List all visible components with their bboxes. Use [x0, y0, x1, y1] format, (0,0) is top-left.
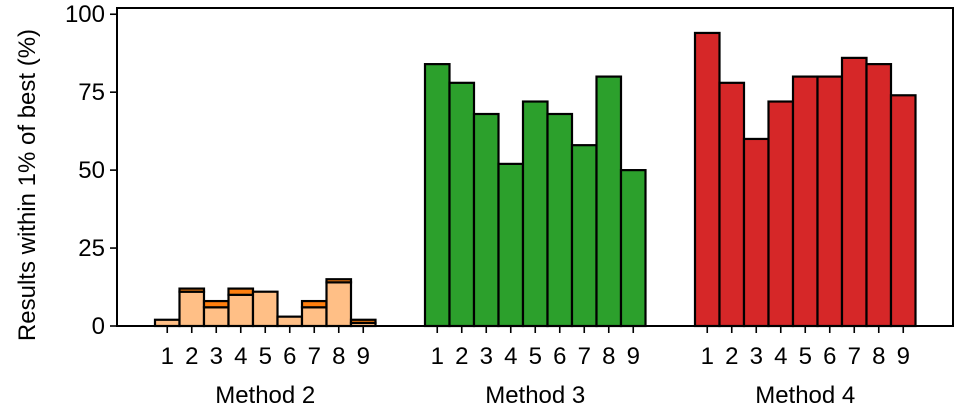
method-4-bar-6 — [816, 75, 844, 328]
method-4-tick-label-9: 9 — [897, 343, 910, 370]
method-4-tick-label-5: 5 — [799, 343, 812, 370]
method-2-tick-label-7: 7 — [308, 343, 321, 370]
method-2-group-label: Method 2 — [215, 382, 315, 409]
method-3-bar-5 — [521, 100, 549, 328]
method-2-tick-label-4: 4 — [234, 343, 247, 370]
y-axis-label: Results within 1% of best (%) — [14, 29, 41, 341]
method-4-bar-1 — [693, 31, 721, 328]
y-axis-ticks: 0 25 50 75 100 — [65, 1, 117, 340]
method-4-tick-label-6: 6 — [823, 343, 836, 370]
y-tick-label-25: 25 — [78, 235, 105, 262]
method-3-bar-9 — [619, 169, 647, 328]
method-4-tick-label-1: 1 — [701, 343, 714, 370]
method-2-bar-3-top — [202, 299, 230, 309]
method-4-group-label: Method 4 — [755, 382, 855, 409]
y-tick-label-0: 0 — [92, 313, 105, 340]
method-4-bar-7 — [840, 56, 868, 328]
method-3-tick-label-4: 4 — [504, 343, 517, 370]
method-2-bar-8 — [325, 281, 353, 328]
method-2-bar-6 — [276, 315, 304, 328]
method-3-tick-label-1: 1 — [431, 343, 444, 370]
method-3-tick-label-8: 8 — [602, 343, 615, 370]
method-4-tick-label-3: 3 — [750, 343, 763, 370]
method-4-bar-3 — [742, 137, 770, 328]
method-2-bar-9-top — [349, 318, 377, 324]
method-2-bar-3 — [202, 306, 230, 328]
method-2-tick-label-9: 9 — [357, 343, 370, 370]
y-tick-label-75: 75 — [78, 79, 105, 106]
method-2-bar-7 — [300, 306, 328, 328]
method-2-bar-7-top — [300, 299, 328, 309]
y-tick-label-50: 50 — [78, 157, 105, 184]
method-2-tick-label-5: 5 — [259, 343, 272, 370]
method-3-bar-3 — [472, 112, 500, 328]
method-2-bar-4-top — [227, 287, 255, 296]
y-tick-label-100: 100 — [65, 1, 105, 28]
method-3-tick-label-2: 2 — [455, 343, 468, 370]
method-2-bar-2-top — [178, 287, 206, 293]
method-4-bar-5 — [791, 75, 819, 328]
method-3-bar-4 — [497, 162, 525, 328]
method-3-tick-label-3: 3 — [480, 343, 493, 370]
method-2-bar-5 — [251, 290, 279, 328]
method-2-bar-4 — [227, 293, 255, 328]
method-4-bar-2 — [718, 81, 746, 328]
method-2-bar-8-top — [325, 278, 353, 284]
method-3-tick-label-9: 9 — [627, 343, 640, 370]
method-4-tick-label-2: 2 — [725, 343, 738, 370]
method-3-tick-label-6: 6 — [553, 343, 566, 370]
method-4-bar-8 — [865, 63, 893, 328]
method-4-bar-4 — [767, 100, 795, 328]
method-2-bar-2 — [178, 290, 206, 328]
method-3-tick-label-5: 5 — [529, 343, 542, 370]
method-4-tick-label-7: 7 — [848, 343, 861, 370]
method-3-bar-8 — [595, 75, 623, 328]
method-3-group-label: Method 3 — [485, 382, 585, 409]
method-2-tick-label-1: 1 — [161, 343, 174, 370]
method-3-bar-2 — [448, 81, 476, 328]
method-4-tick-label-8: 8 — [872, 343, 885, 370]
method-2-tick-label-2: 2 — [185, 343, 198, 370]
method-2-tick-label-8: 8 — [332, 343, 345, 370]
method-3-bar-6 — [546, 112, 574, 328]
method-2-tick-label-6: 6 — [283, 343, 296, 370]
method-3-bar-7 — [570, 144, 598, 328]
method-4-bar-9 — [889, 94, 917, 328]
method-2-tick-label-3: 3 — [210, 343, 223, 370]
method-3-tick-label-7: 7 — [578, 343, 591, 370]
bars-layer — [153, 31, 917, 328]
plot-frame — [116, 7, 954, 327]
method-3-bar-1 — [423, 63, 451, 328]
method-4-tick-label-4: 4 — [774, 343, 787, 370]
